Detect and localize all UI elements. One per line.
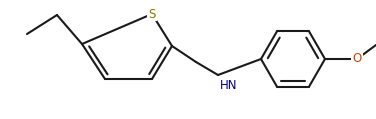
Text: O: O — [352, 52, 362, 65]
Text: S: S — [148, 7, 156, 20]
Text: HN: HN — [220, 79, 238, 92]
